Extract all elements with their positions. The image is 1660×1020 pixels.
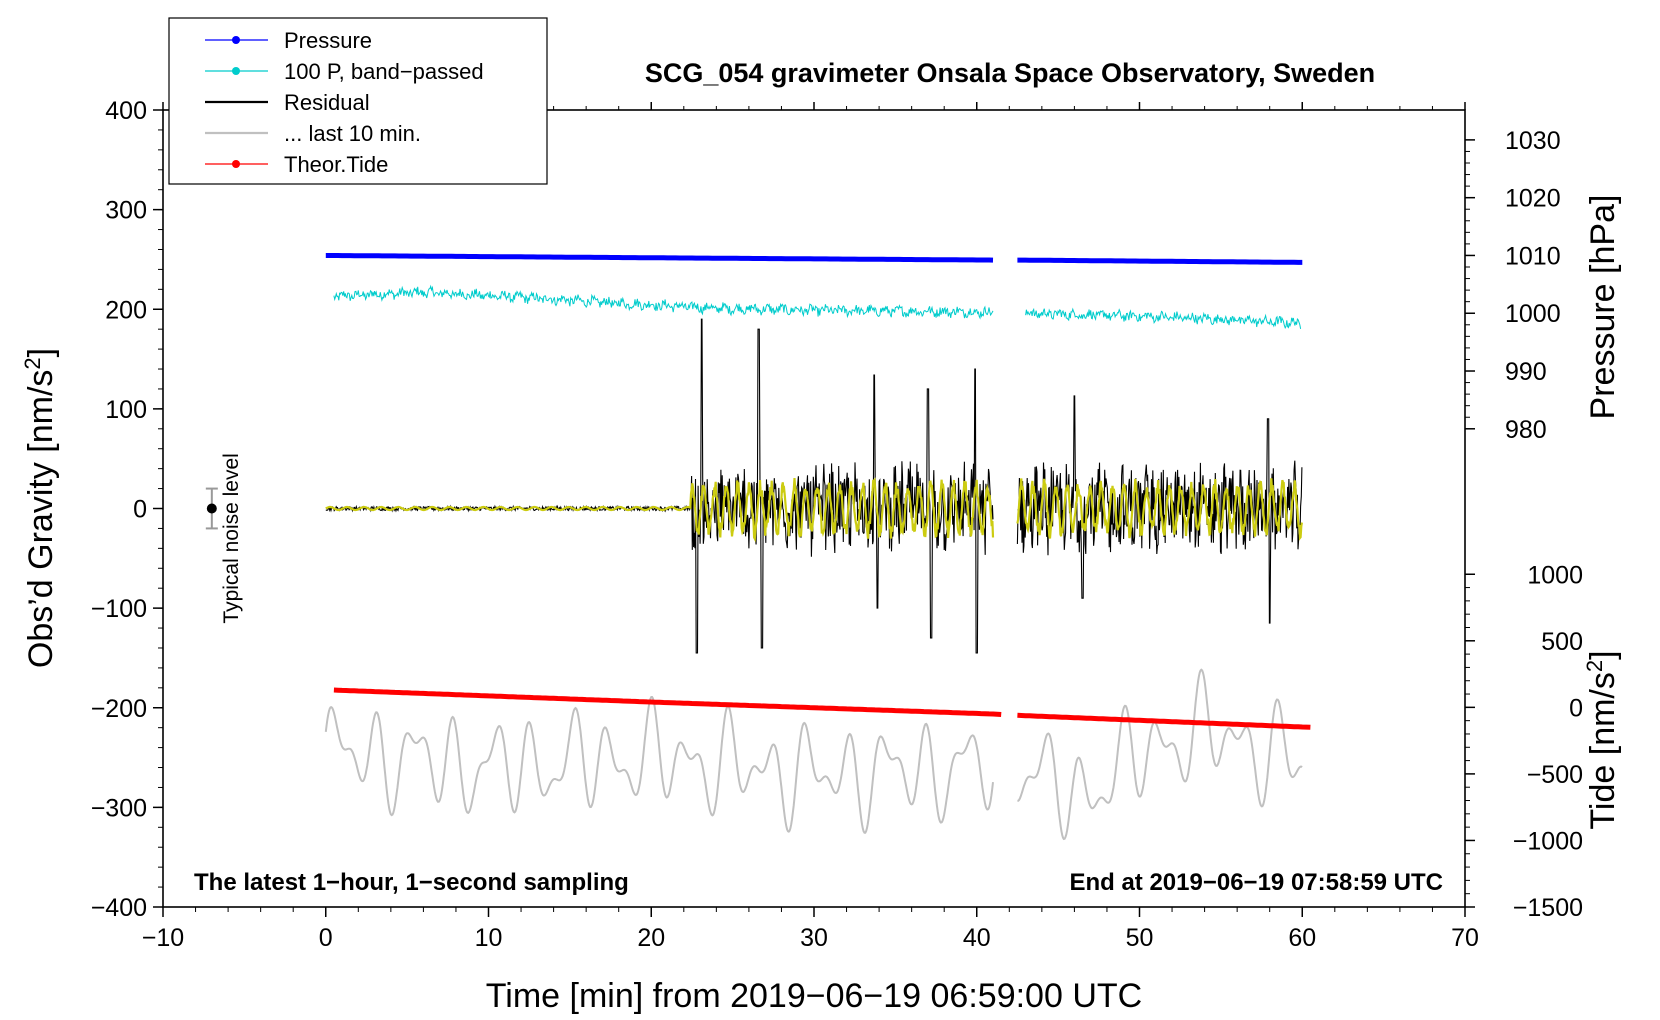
y-tick-label: −400 (91, 894, 147, 922)
x-tick-label: 70 (1451, 924, 1479, 952)
legend-marker (232, 36, 240, 44)
theoretical-tide-line (333, 687, 1002, 717)
tide-tick-label: −1500 (1513, 894, 1583, 922)
y-tick-label: 200 (105, 296, 147, 324)
last-10-min-line (324, 696, 994, 834)
y-tick-label: 300 (105, 197, 147, 225)
x-tick-label: 60 (1288, 924, 1316, 952)
x-tick-label: 30 (800, 924, 828, 952)
x-tick-label: 0 (319, 924, 333, 952)
last-10-min-line (1017, 668, 1303, 841)
pressure-tick-label: 1020 (1505, 185, 1561, 213)
y-tick-label: −200 (91, 695, 147, 723)
tide-tick-label: −500 (1527, 761, 1583, 789)
noise-point (206, 503, 217, 514)
x-tick-label: 10 (475, 924, 503, 952)
y-axis-title: Obs’d Gravity [nm/s2] (20, 348, 61, 668)
x-tick-label: 20 (637, 924, 665, 952)
chart-title: SCG_054 gravimeter Onsala Space Observat… (645, 58, 1375, 88)
x-tick-label: −10 (142, 924, 184, 952)
legend: Pressure 100 P, band−passed Residual ... la… (168, 17, 548, 185)
note-sampling: The latest 1−hour, 1−second sampling (194, 869, 629, 896)
x-axis-title: Time [min] from 2019−06−19 06:59:00 UTC (486, 977, 1142, 1015)
tide-axis-title-end: ] (1584, 650, 1622, 659)
series-layer (324, 253, 1311, 841)
ticks-layer: −10 0 10 20 30 40 50 60 704003002001000−100−200−… (91, 97, 1583, 952)
legend-label: Theor.Tide (284, 152, 388, 177)
tide-axis-title-main: Tide [nm/s (1584, 672, 1622, 829)
tide-axis-title-sup: 2 (1582, 660, 1607, 672)
theoretical-tide-line (1017, 712, 1311, 730)
noise-label: Typical noise level (220, 453, 243, 623)
legend-marker (232, 160, 240, 168)
pressure-tick-label: 1000 (1505, 300, 1561, 328)
y-tick-label: 100 (105, 396, 147, 424)
legend-label: Residual (284, 90, 370, 115)
legend-label: 100 P, band−passed (284, 59, 484, 84)
noise-marker: Typical noise level (205, 453, 243, 624)
bandpassed-pressure-line (333, 284, 994, 320)
y-axis-title-main: Obs’d Gravity [nm/s (22, 370, 60, 669)
residual-filtered-line (1016, 478, 1303, 541)
tide-tick-label: 1000 (1527, 561, 1583, 589)
pressure-line (1017, 257, 1303, 265)
x-tick-label: 40 (963, 924, 991, 952)
y-tick-label: −300 (91, 794, 147, 822)
pressure-tick-label: 990 (1505, 358, 1547, 386)
bandpassed-pressure-line (1025, 307, 1302, 329)
residual-line (1016, 395, 1303, 624)
residual-filtered-line (325, 477, 995, 543)
tide-tick-label: 0 (1569, 694, 1583, 722)
y-axis-title-end: ] (22, 348, 60, 357)
note-end-time: End at 2019−06−19 07:58:59 UTC (1069, 869, 1443, 896)
tide-tick-label: 500 (1541, 628, 1583, 656)
pressure-tick-label: 1010 (1505, 242, 1561, 270)
pressure-line (325, 253, 994, 263)
y-tick-label: 0 (133, 496, 147, 524)
y-axis-title-sup: 2 (20, 357, 45, 369)
legend-marker (232, 67, 240, 75)
legend-label: Pressure (284, 28, 372, 53)
legend-label: ... last 10 min. (284, 121, 421, 146)
y-tick-label: −100 (91, 595, 147, 623)
residual-line (325, 318, 994, 654)
tide-tick-label: −1000 (1513, 827, 1583, 855)
pressure-tick-label: 980 (1505, 416, 1547, 444)
pressure-tick-label: 1030 (1505, 127, 1561, 155)
tide-axis-title: Tide [nm/s2] (1582, 650, 1623, 829)
x-tick-label: 50 (1126, 924, 1154, 952)
pressure-axis-title: Pressure [hPa] (1584, 195, 1622, 420)
y-tick-label: 400 (105, 97, 147, 125)
